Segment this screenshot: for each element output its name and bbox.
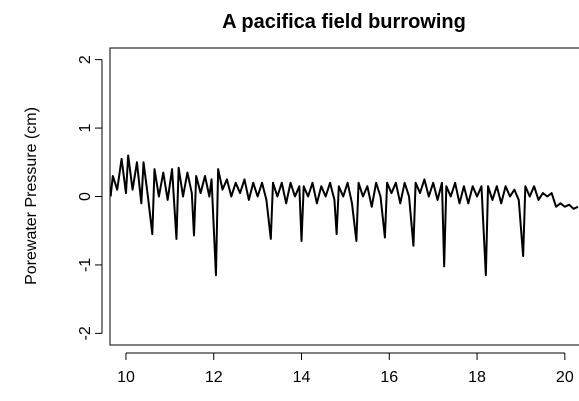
y-tick-label: 0 <box>77 192 94 201</box>
x-tick-label: 12 <box>205 369 223 386</box>
y-tick-label: 1 <box>77 124 94 133</box>
data-line <box>110 154 579 277</box>
y-axis-label: Porewater Pressure (cm) <box>23 107 40 285</box>
x-tick-label: 14 <box>293 369 311 386</box>
x-tick-label: 18 <box>468 369 486 386</box>
y-tick-label: -1 <box>77 258 94 272</box>
y-tick-label: -2 <box>77 326 94 340</box>
x-tick-label: 16 <box>380 369 398 386</box>
y-tick-label: 2 <box>77 55 94 64</box>
x-tick-label: 20 <box>556 369 574 386</box>
plot-box <box>109 47 579 346</box>
chart-title: A pacifica field burrowing <box>222 11 466 33</box>
x-tick-label: 10 <box>117 369 135 386</box>
